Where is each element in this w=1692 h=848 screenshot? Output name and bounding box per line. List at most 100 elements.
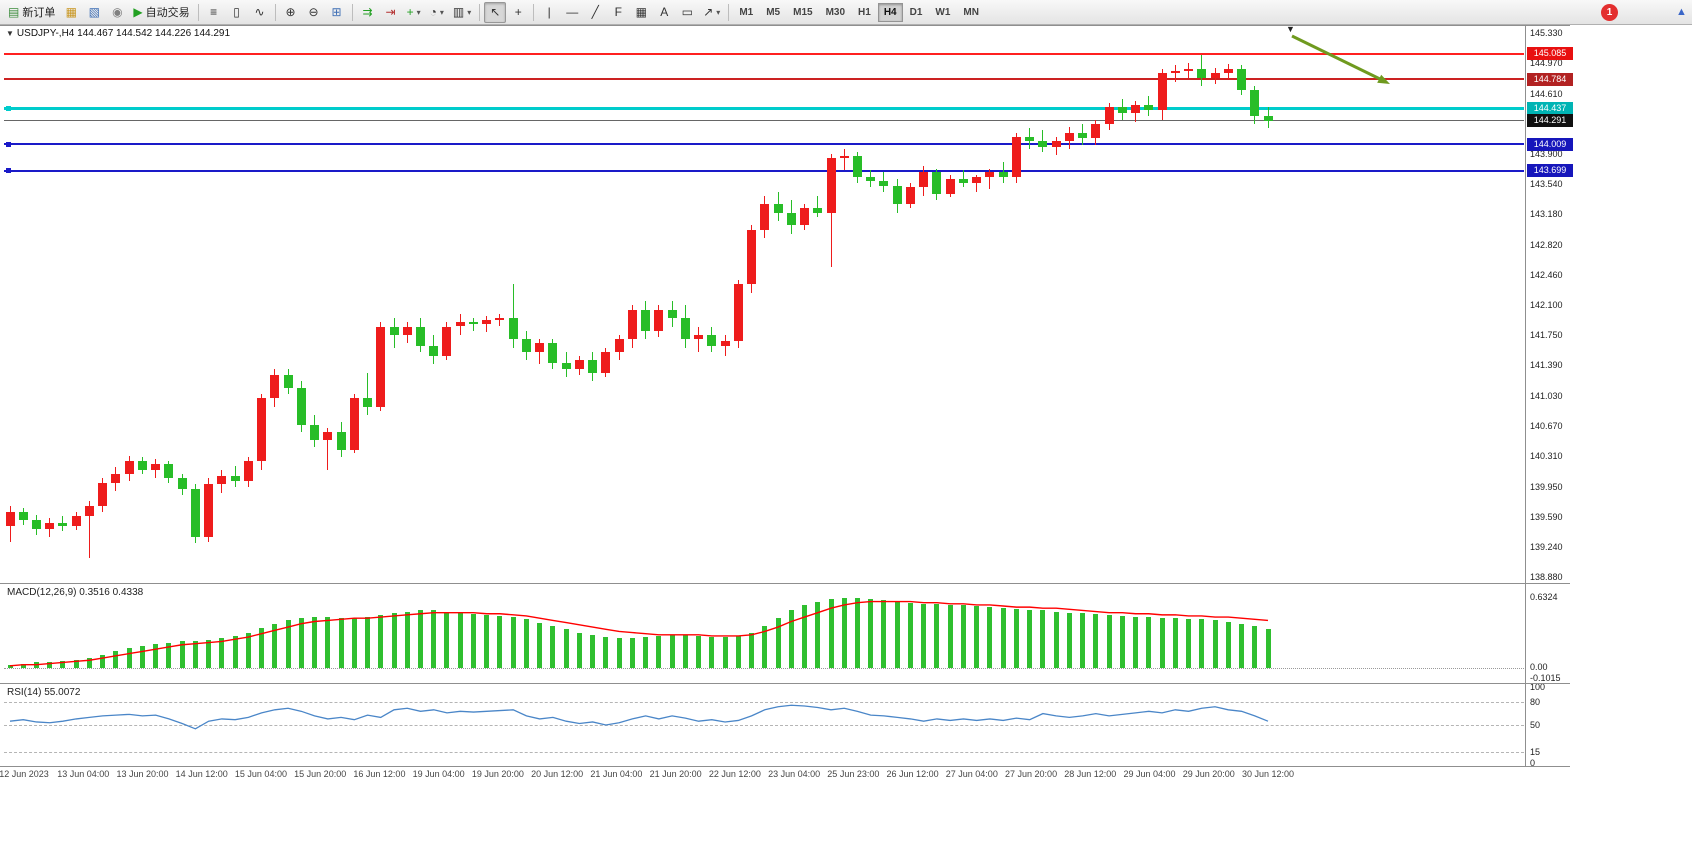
candle	[98, 482, 108, 507]
macd-histogram-bar	[643, 637, 649, 668]
main-chart-top-border	[0, 25, 1570, 26]
macd-histogram-bar	[656, 635, 662, 668]
indicators-button[interactable]: + ▾	[403, 2, 425, 23]
zoom-in-button[interactable]: ⊕	[280, 2, 302, 23]
timeframe-button-mn[interactable]: MN	[963, 6, 979, 18]
macd-panel-separator[interactable]	[0, 583, 1570, 584]
patterns-button[interactable]: ▦	[630, 2, 652, 23]
new-order-button[interactable]: ▤ 新订单	[4, 2, 59, 23]
timeframe-button-w1[interactable]: W1	[935, 6, 951, 18]
timeframe-button-m1[interactable]: M1	[739, 6, 754, 18]
candle	[866, 177, 876, 181]
chart-info-line: ▼ USDJPY-,H4 144.467 144.542 144.226 144.…	[6, 28, 230, 39]
autoscroll-button[interactable]: ⇉	[357, 2, 379, 23]
label-button[interactable]: ▭	[676, 2, 698, 23]
periods-button[interactable]: ◔ ▾	[426, 2, 448, 23]
timeframe-button-h1[interactable]: H1	[858, 6, 871, 18]
macd-histogram-bar	[33, 662, 39, 668]
line-drag-handle[interactable]	[6, 141, 11, 147]
candle	[151, 463, 161, 470]
candle	[230, 475, 240, 481]
timeframe-button-m30[interactable]: M30	[825, 6, 846, 18]
timeframe-button-m5[interactable]: M5	[766, 6, 781, 18]
time-axis-label: 15 Jun 04:00	[234, 769, 287, 779]
time-axis-label: 19 Jun 20:00	[471, 769, 524, 779]
indicators-icon: +	[406, 5, 414, 19]
rsi-panel-separator[interactable]	[0, 683, 1570, 684]
macd-histogram-bar	[629, 638, 635, 668]
candle	[1157, 73, 1167, 110]
arrows-button[interactable]: ↗ ▾	[699, 2, 724, 23]
timeframe-button-d1[interactable]: D1	[909, 6, 923, 18]
chart-shift-marker[interactable]: ▼	[1286, 24, 1295, 34]
autotrading-icon: ▶	[133, 5, 143, 19]
autotrading-button[interactable]: ▶ 自动交易	[129, 2, 193, 23]
horizontal-line-object[interactable]	[4, 143, 1524, 146]
candle	[747, 229, 757, 285]
periods-icon: ◔	[429, 5, 437, 19]
alerts-button[interactable]: ◉	[106, 2, 128, 23]
indicator-collapse-icon[interactable]: ▼	[6, 29, 14, 38]
macd-histogram-bar	[1146, 617, 1152, 668]
price-axis-label: 142.460	[1530, 270, 1563, 281]
horizontal-line-object[interactable]	[4, 78, 1524, 81]
time-axis-label: 23 Jun 04:00	[768, 769, 821, 779]
candle	[429, 345, 439, 356]
macd-histogram-bar	[947, 604, 953, 668]
candlestick-chart-button[interactable]: ▯	[226, 2, 248, 23]
macd-histogram-bar	[722, 637, 728, 668]
macd-histogram-bar	[113, 651, 119, 668]
macd-histogram-bar	[1053, 611, 1059, 668]
macd-histogram-bar	[523, 619, 529, 668]
horizontal-line-object[interactable]	[4, 106, 1524, 110]
macd-histogram-bar	[868, 599, 874, 668]
toolbar-separator	[274, 3, 276, 21]
price-axis-label: 142.100	[1530, 300, 1563, 311]
candle	[402, 326, 412, 335]
horizontal-line-button[interactable]: —	[561, 2, 583, 23]
price-axis-label: 139.950	[1530, 481, 1563, 492]
profiles-button[interactable]: ▧	[83, 2, 105, 23]
crosshair-button[interactable]: +	[507, 2, 529, 23]
price-axis-label: 140.310	[1530, 451, 1563, 462]
macd-histogram-bar	[285, 620, 291, 668]
toolbar-overflow-button[interactable]: ▲	[1676, 6, 1687, 18]
tile-windows-button[interactable]: ⊞	[326, 2, 348, 23]
line-drag-handle[interactable]	[6, 105, 11, 111]
vertical-line-button[interactable]: |	[538, 2, 560, 23]
timeframe-button-h4[interactable]: H4	[877, 2, 903, 22]
notifications-badge[interactable]: 1	[1601, 4, 1618, 21]
line-drag-handle[interactable]	[6, 168, 11, 174]
candle	[164, 463, 174, 479]
chart-shift-icon: ⇥	[385, 5, 396, 19]
macd-histogram-bar	[1013, 609, 1019, 668]
price-axis-label: 139.590	[1530, 512, 1563, 523]
zoom-out-button[interactable]: ⊖	[303, 2, 325, 23]
candle-wick	[472, 318, 474, 331]
price-axis-label: 143.180	[1530, 209, 1563, 220]
price-axis-label: 143.900	[1530, 148, 1563, 159]
new-order-icon: ▤	[8, 5, 20, 19]
cursor-button[interactable]: ↖	[484, 1, 507, 23]
macd-histogram-bar	[802, 604, 808, 668]
new-chart-button[interactable]: ▦	[60, 2, 82, 23]
bar-chart-button[interactable]: ≡	[203, 2, 225, 23]
line-chart-button[interactable]: ∿	[249, 2, 271, 23]
time-axis-label: 13 Jun 04:00	[57, 769, 110, 779]
price-axis-label: 142.820	[1530, 239, 1563, 250]
horizontal-line-object[interactable]	[4, 169, 1524, 172]
trendline-button[interactable]: ╱	[584, 2, 606, 23]
macd-histogram-bar	[1265, 629, 1271, 668]
candle-wick	[1174, 65, 1176, 82]
macd-histogram-bar	[1199, 619, 1205, 668]
horizontal-line-object[interactable]	[4, 52, 1524, 55]
timeframe-button-m15[interactable]: M15	[793, 6, 813, 18]
fibonacci-button[interactable]: F	[607, 2, 629, 23]
candle	[1144, 104, 1154, 110]
text-button[interactable]: A	[653, 2, 675, 23]
chart-shift-button[interactable]: ⇥	[380, 2, 402, 23]
templates-button[interactable]: ▥ ▾	[449, 2, 475, 23]
horizontal-line-object[interactable]	[4, 120, 1524, 122]
candle	[1064, 132, 1074, 141]
toolbar-separator	[728, 3, 730, 21]
